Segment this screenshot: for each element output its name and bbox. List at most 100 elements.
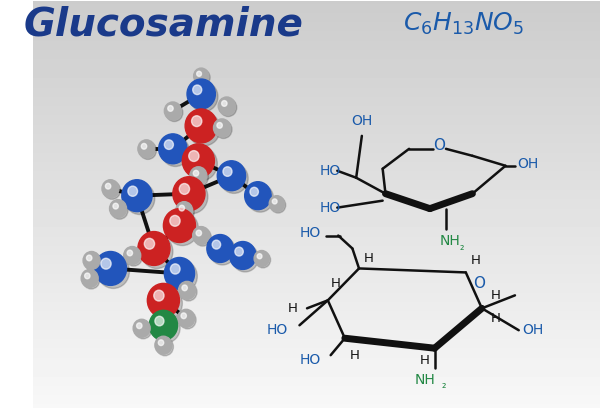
Circle shape — [148, 284, 179, 317]
Circle shape — [133, 319, 150, 337]
Text: ₂: ₂ — [459, 242, 464, 251]
Circle shape — [83, 271, 100, 289]
Circle shape — [167, 260, 197, 292]
Circle shape — [141, 235, 173, 268]
Text: OH: OH — [351, 114, 373, 128]
Circle shape — [179, 282, 196, 299]
Circle shape — [145, 238, 155, 249]
Circle shape — [254, 251, 269, 266]
Circle shape — [152, 313, 180, 343]
Circle shape — [190, 82, 218, 112]
Circle shape — [124, 246, 141, 264]
Circle shape — [170, 215, 180, 226]
Circle shape — [128, 186, 137, 196]
Circle shape — [111, 201, 128, 219]
Circle shape — [191, 169, 208, 186]
Circle shape — [149, 310, 178, 340]
Circle shape — [257, 254, 262, 259]
Circle shape — [187, 79, 215, 109]
Text: HO: HO — [300, 226, 321, 239]
Circle shape — [150, 286, 182, 320]
Circle shape — [235, 247, 244, 256]
Circle shape — [154, 290, 164, 301]
Circle shape — [102, 180, 119, 197]
Circle shape — [83, 251, 100, 269]
Text: H: H — [491, 289, 501, 302]
Circle shape — [256, 252, 271, 268]
Text: O: O — [473, 276, 485, 291]
Circle shape — [218, 97, 235, 115]
Circle shape — [170, 264, 180, 274]
Text: H: H — [470, 254, 480, 267]
Circle shape — [194, 228, 211, 246]
Circle shape — [221, 101, 227, 106]
Circle shape — [232, 244, 259, 272]
Circle shape — [166, 104, 183, 122]
Circle shape — [166, 212, 199, 246]
Circle shape — [179, 311, 196, 329]
Circle shape — [178, 309, 194, 327]
Circle shape — [269, 196, 284, 212]
Circle shape — [194, 68, 209, 84]
Text: H: H — [491, 312, 501, 325]
Circle shape — [215, 120, 232, 138]
Circle shape — [81, 269, 98, 287]
Circle shape — [185, 147, 217, 181]
Circle shape — [141, 144, 147, 149]
Circle shape — [163, 208, 196, 242]
Circle shape — [182, 144, 214, 178]
Circle shape — [193, 85, 202, 95]
Circle shape — [106, 183, 111, 189]
Text: H: H — [364, 252, 373, 265]
Circle shape — [207, 235, 233, 262]
Circle shape — [271, 197, 286, 213]
Circle shape — [245, 182, 271, 210]
Circle shape — [196, 230, 202, 236]
Circle shape — [155, 336, 172, 354]
Circle shape — [185, 109, 217, 143]
Text: H: H — [288, 302, 298, 315]
Circle shape — [138, 232, 170, 266]
Circle shape — [176, 180, 208, 214]
Text: H: H — [331, 277, 340, 290]
Circle shape — [177, 203, 194, 221]
Circle shape — [101, 258, 111, 269]
Circle shape — [113, 203, 118, 209]
Circle shape — [188, 112, 220, 146]
Circle shape — [189, 151, 199, 162]
Circle shape — [97, 255, 130, 288]
Circle shape — [168, 106, 173, 111]
Circle shape — [134, 321, 152, 339]
Circle shape — [139, 142, 157, 160]
Circle shape — [164, 102, 181, 120]
Circle shape — [220, 164, 248, 193]
Text: NH: NH — [439, 233, 460, 248]
Circle shape — [155, 316, 164, 326]
Circle shape — [94, 251, 127, 285]
Text: Glucosamine: Glucosamine — [23, 5, 304, 43]
Circle shape — [193, 226, 210, 244]
Circle shape — [181, 313, 187, 319]
Text: $\mathit{C}_6\mathit{H}_{13}\mathit{NO}_5$: $\mathit{C}_6\mathit{H}_{13}\mathit{NO}_… — [403, 11, 524, 37]
Circle shape — [158, 134, 187, 164]
Circle shape — [138, 140, 155, 158]
Circle shape — [217, 161, 245, 191]
Text: OH: OH — [523, 323, 544, 337]
Circle shape — [173, 177, 205, 211]
Circle shape — [110, 200, 127, 217]
Circle shape — [212, 240, 221, 249]
Circle shape — [164, 257, 194, 289]
Circle shape — [179, 184, 190, 194]
Circle shape — [125, 248, 142, 266]
Circle shape — [125, 183, 155, 215]
Circle shape — [85, 273, 90, 279]
Circle shape — [161, 137, 190, 166]
Circle shape — [217, 122, 223, 128]
Text: O: O — [433, 138, 445, 153]
Circle shape — [164, 140, 173, 149]
Circle shape — [209, 237, 236, 265]
Circle shape — [104, 181, 121, 199]
Text: H: H — [349, 349, 359, 361]
Circle shape — [247, 184, 274, 212]
Text: NH: NH — [415, 373, 436, 387]
